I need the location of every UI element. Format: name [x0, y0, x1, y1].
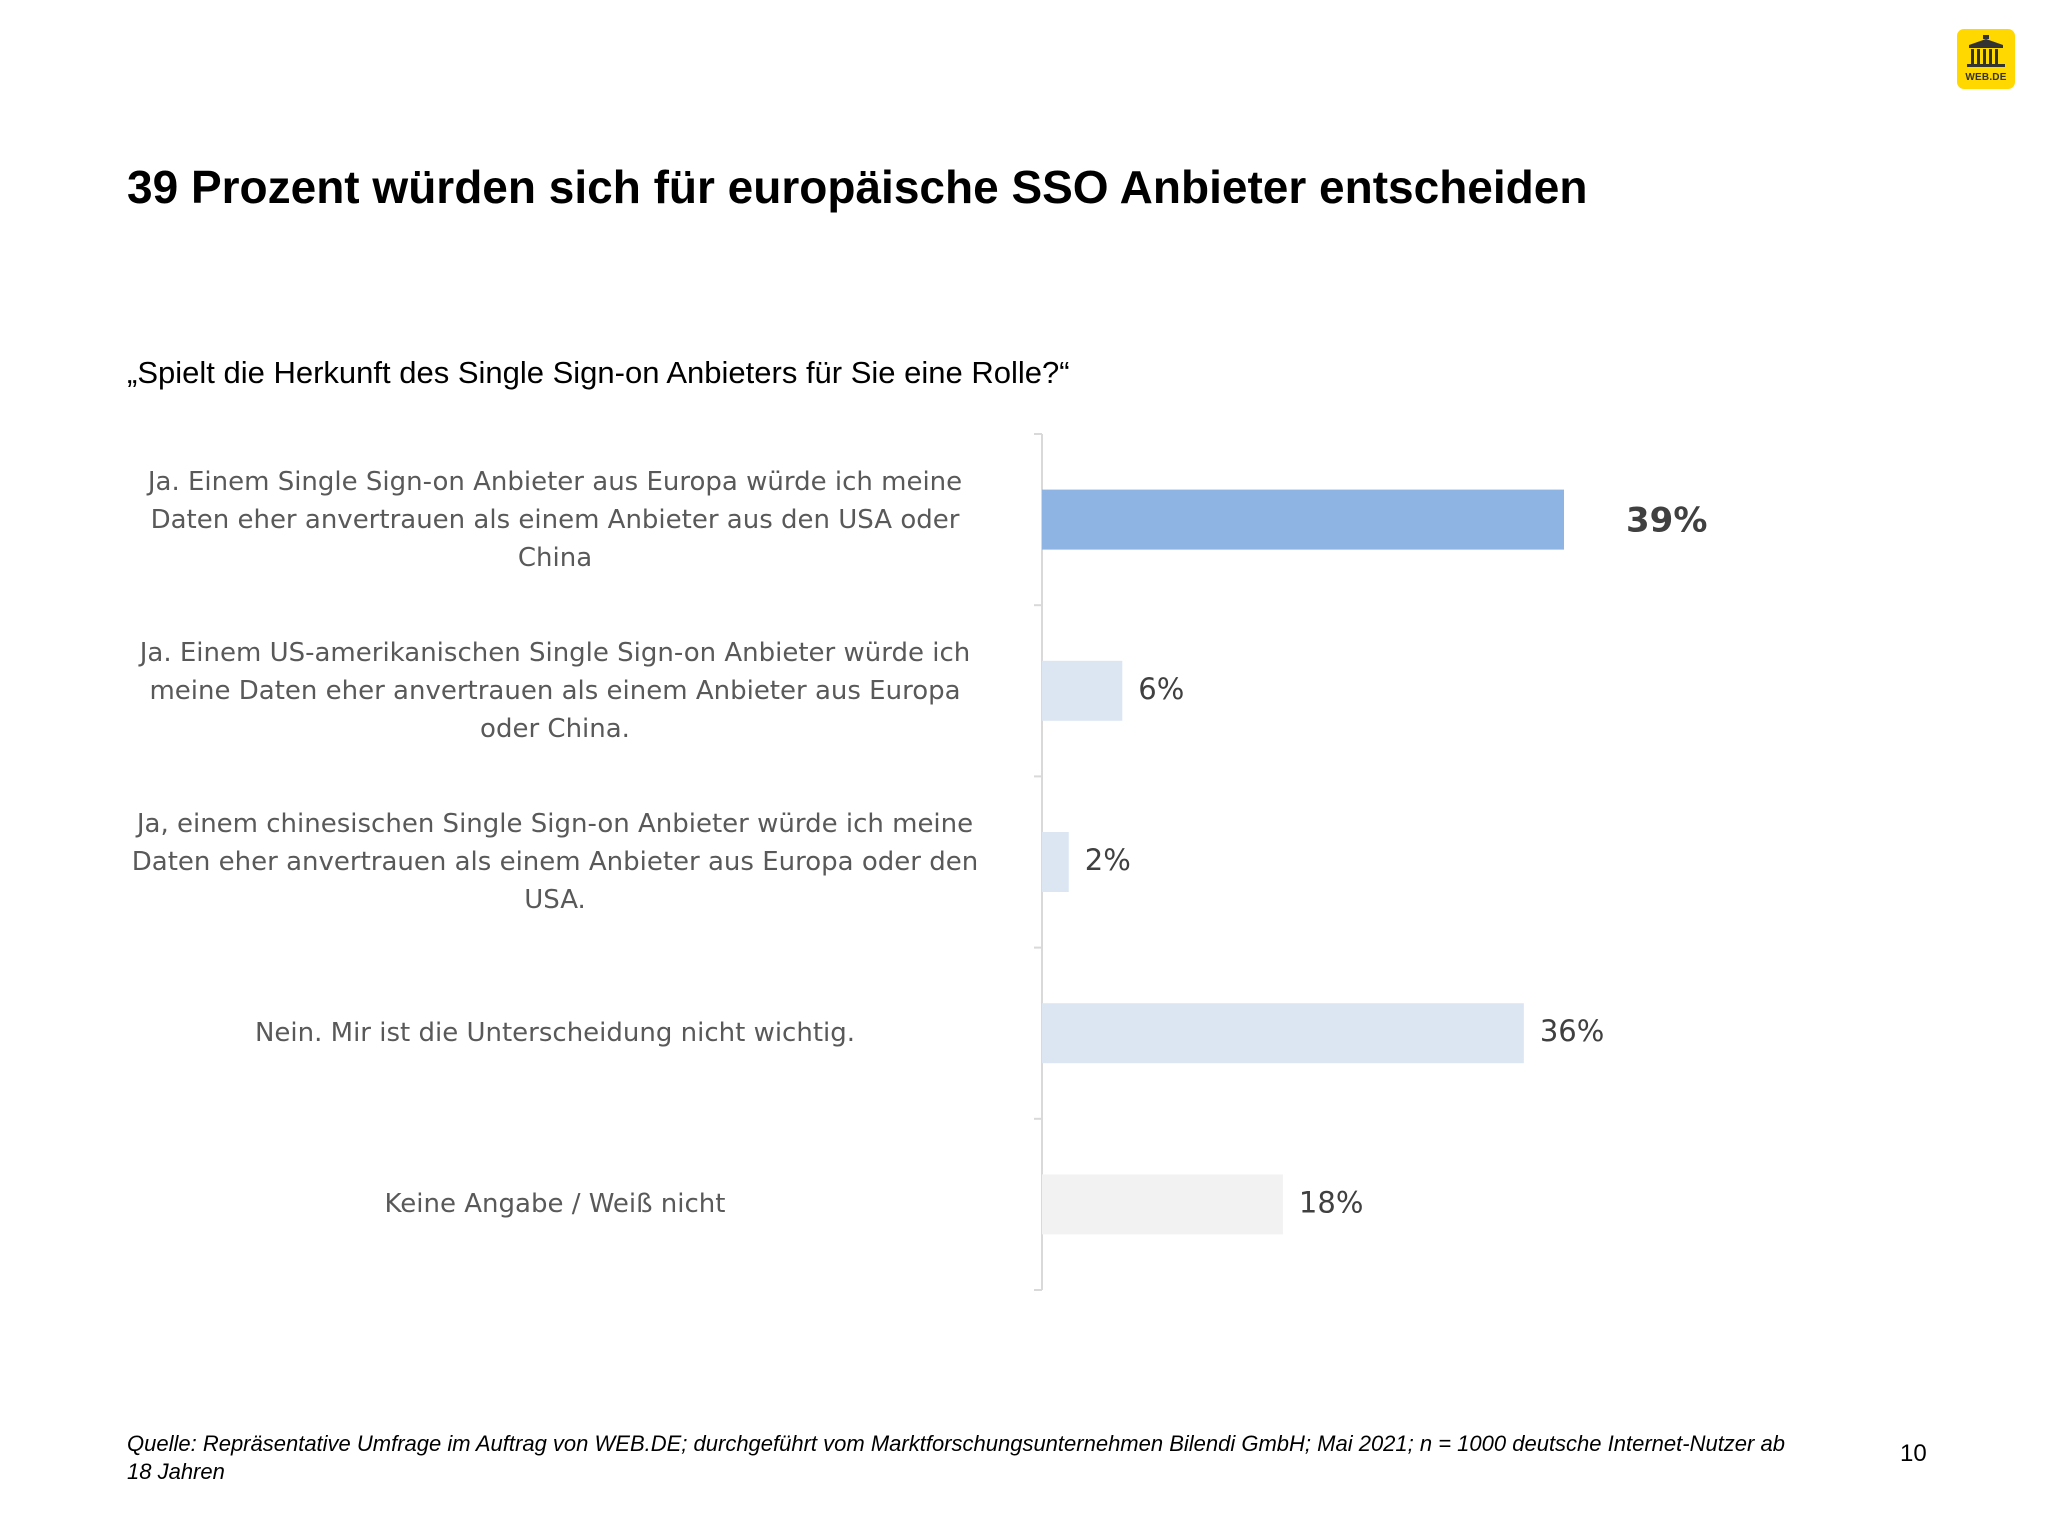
bar — [1042, 660, 1123, 721]
category-label-line: Ja. Einem US-amerikanischen Single Sign-… — [139, 637, 971, 668]
page-number: 10 — [1900, 1440, 1927, 1467]
webde-logo: WEB.DE — [1957, 29, 2015, 89]
logo-text: WEB.DE — [1965, 72, 2007, 83]
category-label: Keine Angabe / Weiß nicht — [85, 1185, 1025, 1223]
category-label-line: China — [517, 542, 593, 573]
category-label-line: Nein. Mir ist die Unterscheidung nicht w… — [254, 1018, 856, 1049]
value-label: 18% — [1299, 1185, 1363, 1219]
category-label: Ja. Einem Single Sign-on Anbieter aus Eu… — [85, 463, 1025, 577]
category-label-line: Ja. Einem Single Sign-on Anbieter aus Eu… — [147, 466, 963, 497]
category-label: Ja, einem chinesischen Single Sign-on An… — [85, 805, 1025, 919]
category-label-line: Ja, einem chinesischen Single Sign-on An… — [136, 809, 974, 839]
bar — [1042, 1003, 1524, 1064]
category-label: Ja. Einem US-amerikanischen Single Sign-… — [85, 634, 1025, 748]
bar — [1042, 832, 1069, 892]
page-title: 39 Prozent würden sich für europäische S… — [127, 161, 1588, 213]
source-note: Quelle: Repräsentative Umfrage im Auftra… — [127, 1431, 1785, 1484]
category-label-line: meine Daten eher anvertrauen als einem A… — [149, 675, 961, 706]
category-label-line: oder China. — [480, 713, 630, 744]
category-label-line: USA. — [524, 885, 586, 915]
value-label: 2% — [1085, 843, 1131, 877]
bar — [1042, 1174, 1283, 1235]
category-label: Nein. Mir ist die Unterscheidung nicht w… — [85, 1014, 1025, 1052]
value-label: 36% — [1540, 1014, 1604, 1048]
category-label-line: Daten eher anvertrauen als einem Anbiete… — [131, 847, 979, 877]
brandenburg-gate-icon — [1967, 35, 2005, 67]
value-label: 39% — [1626, 501, 1707, 541]
category-label-line: Keine Angabe / Weiß nicht — [384, 1189, 726, 1220]
survey-question: „Spielt die Herkunft des Single Sign-on … — [127, 355, 1070, 390]
category-label-line: Daten eher anvertrauen als einem Anbiete… — [150, 504, 960, 535]
bar — [1042, 489, 1564, 550]
value-label: 6% — [1138, 672, 1184, 706]
